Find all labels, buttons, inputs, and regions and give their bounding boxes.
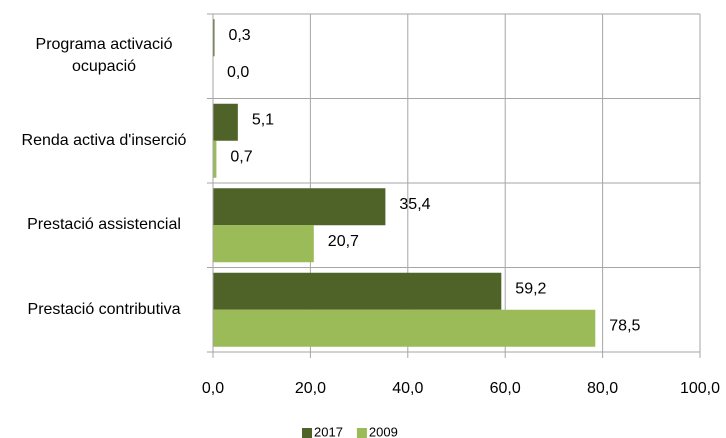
bar <box>213 309 596 347</box>
category-label: Prestació assistencial <box>27 216 181 234</box>
x-tick-label: 80,0 <box>587 380 618 397</box>
x-tick-label: 0,0 <box>202 380 224 397</box>
category-label: Renda activa d'inserció <box>21 131 187 149</box>
bar <box>213 188 386 226</box>
value-label: 78,5 <box>609 317 640 334</box>
bar <box>213 140 217 178</box>
x-tick-label: 40,0 <box>392 380 423 397</box>
value-label: 35,4 <box>399 196 430 213</box>
bar <box>213 225 314 263</box>
value-label: 20,7 <box>328 233 359 250</box>
x-tick-label: 60,0 <box>490 380 521 397</box>
legend-label: 2017 <box>314 424 343 438</box>
x-tick-label: 100,0 <box>680 380 720 397</box>
bar <box>213 19 215 57</box>
value-label: 59,2 <box>515 280 546 297</box>
value-label: 0,3 <box>228 27 250 44</box>
value-label: 0,0 <box>227 64 249 81</box>
value-label: 0,7 <box>230 148 252 165</box>
legend-swatch <box>356 428 367 438</box>
legend-label: 2009 <box>369 424 398 438</box>
legend-swatch <box>302 428 312 438</box>
category-label: Prestació contributiva <box>27 300 181 318</box>
bar <box>213 103 238 141</box>
bar <box>213 272 502 310</box>
x-tick-label: 20,0 <box>295 380 326 397</box>
value-label: 5,1 <box>252 111 274 128</box>
category-label: Programa activació ocupació <box>35 36 173 76</box>
